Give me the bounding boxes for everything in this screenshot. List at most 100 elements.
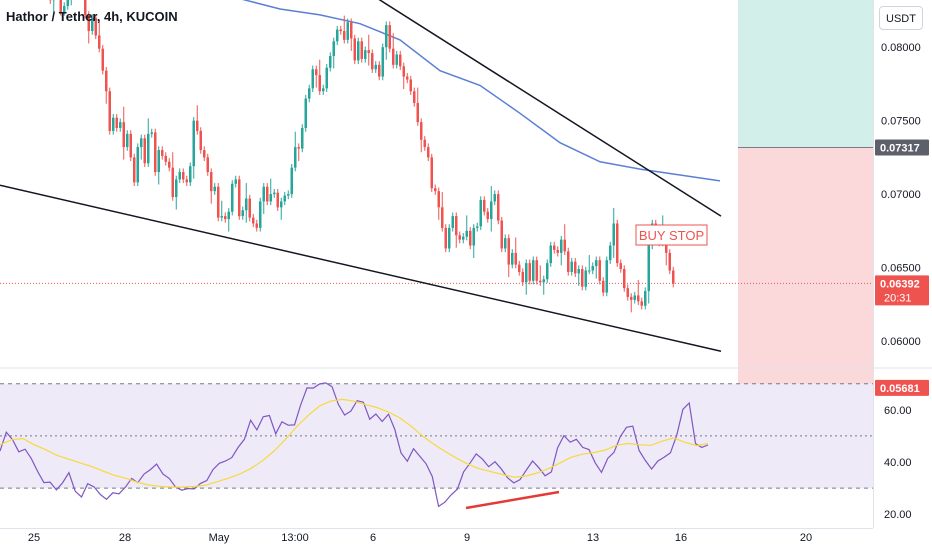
candle[interactable] — [511, 252, 514, 265]
candle[interactable] — [154, 132, 157, 173]
candle[interactable] — [217, 186, 220, 218]
candle[interactable] — [402, 66, 406, 77]
candle[interactable] — [119, 122, 122, 128]
candle[interactable] — [164, 155, 168, 162]
candle[interactable] — [157, 150, 161, 173]
candle[interactable] — [626, 288, 630, 297]
candle[interactable] — [63, 6, 66, 12]
candle[interactable] — [87, 14, 91, 32]
candle[interactable] — [444, 227, 448, 249]
candle[interactable] — [392, 48, 395, 65]
candle[interactable] — [612, 223, 616, 246]
candle[interactable] — [234, 179, 238, 184]
candle[interactable] — [462, 236, 465, 240]
candle[interactable] — [94, 17, 98, 36]
candle[interactable] — [672, 270, 675, 284]
candle[interactable] — [360, 41, 364, 59]
price-pane[interactable]: BUY STOP — [0, 0, 873, 388]
candle[interactable] — [304, 98, 308, 128]
candle[interactable] — [483, 199, 486, 212]
candle[interactable] — [455, 216, 458, 236]
candle[interactable] — [245, 198, 248, 211]
candle[interactable] — [210, 172, 213, 192]
candle[interactable] — [441, 207, 444, 228]
candle[interactable] — [353, 38, 357, 61]
candle[interactable] — [518, 264, 521, 272]
upper-trendline[interactable] — [0, 0, 722, 217]
candle[interactable] — [84, 0, 87, 15]
candle[interactable] — [332, 41, 336, 57]
candle[interactable] — [637, 295, 640, 302]
candle[interactable] — [486, 211, 490, 220]
candle[interactable] — [147, 133, 150, 164]
candle[interactable] — [374, 64, 378, 70]
candle[interactable] — [178, 172, 182, 180]
candle[interactable] — [465, 230, 469, 237]
candle[interactable] — [189, 166, 192, 183]
candle[interactable] — [413, 91, 416, 104]
candle[interactable] — [591, 266, 595, 271]
candle[interactable] — [469, 230, 472, 246]
candle[interactable] — [259, 201, 262, 228]
candle[interactable] — [476, 226, 479, 228]
candle[interactable] — [206, 157, 210, 173]
candle[interactable] — [192, 120, 196, 167]
candle[interactable] — [122, 122, 126, 148]
candle[interactable] — [140, 138, 143, 148]
candle[interactable] — [448, 227, 451, 249]
candle[interactable] — [329, 56, 332, 68]
candle[interactable] — [521, 271, 525, 283]
candle[interactable] — [322, 88, 325, 92]
candle[interactable] — [546, 263, 549, 280]
candle[interactable] — [458, 235, 462, 240]
candle[interactable] — [133, 157, 136, 183]
candle[interactable] — [66, 0, 70, 7]
candle[interactable] — [395, 54, 399, 65]
candle[interactable] — [269, 194, 273, 202]
candle[interactable] — [364, 50, 367, 59]
candle[interactable] — [378, 64, 381, 77]
candle[interactable] — [357, 41, 360, 61]
candle[interactable] — [241, 210, 245, 217]
candle[interactable] — [623, 269, 626, 289]
candle[interactable] — [609, 245, 612, 261]
candle[interactable] — [532, 260, 535, 281]
candle[interactable] — [581, 269, 584, 287]
candle[interactable] — [143, 138, 147, 164]
candle[interactable] — [388, 25, 392, 49]
candle[interactable] — [430, 157, 434, 189]
candle[interactable] — [434, 188, 437, 192]
candle[interactable] — [339, 29, 343, 32]
candle[interactable] — [399, 54, 402, 67]
candle[interactable] — [507, 238, 511, 265]
candle[interactable] — [553, 245, 556, 250]
candle[interactable] — [273, 192, 276, 195]
candle[interactable] — [493, 194, 497, 202]
candle[interactable] — [115, 117, 119, 128]
candle[interactable] — [283, 195, 287, 202]
candle[interactable] — [381, 47, 385, 77]
candle[interactable] — [105, 70, 108, 92]
lower-trendline[interactable] — [0, 184, 722, 353]
candle[interactable] — [290, 167, 294, 195]
profit-zone[interactable] — [738, 0, 873, 148]
candle[interactable] — [224, 216, 227, 220]
candle[interactable] — [325, 67, 329, 89]
candle[interactable] — [490, 201, 493, 220]
candle[interactable] — [126, 133, 129, 148]
candle[interactable] — [528, 263, 532, 281]
candle[interactable] — [423, 139, 427, 148]
candle[interactable] — [227, 211, 231, 220]
candle[interactable] — [112, 117, 115, 131]
loss-zone[interactable] — [738, 147, 873, 388]
candle[interactable] — [266, 186, 269, 202]
candle[interactable] — [308, 88, 311, 99]
candle[interactable] — [129, 133, 133, 158]
candle[interactable] — [255, 223, 259, 228]
candle[interactable] — [238, 179, 241, 217]
candle[interactable] — [350, 22, 353, 39]
candle[interactable] — [98, 35, 101, 49]
candle[interactable] — [535, 260, 539, 281]
candle[interactable] — [602, 280, 605, 293]
